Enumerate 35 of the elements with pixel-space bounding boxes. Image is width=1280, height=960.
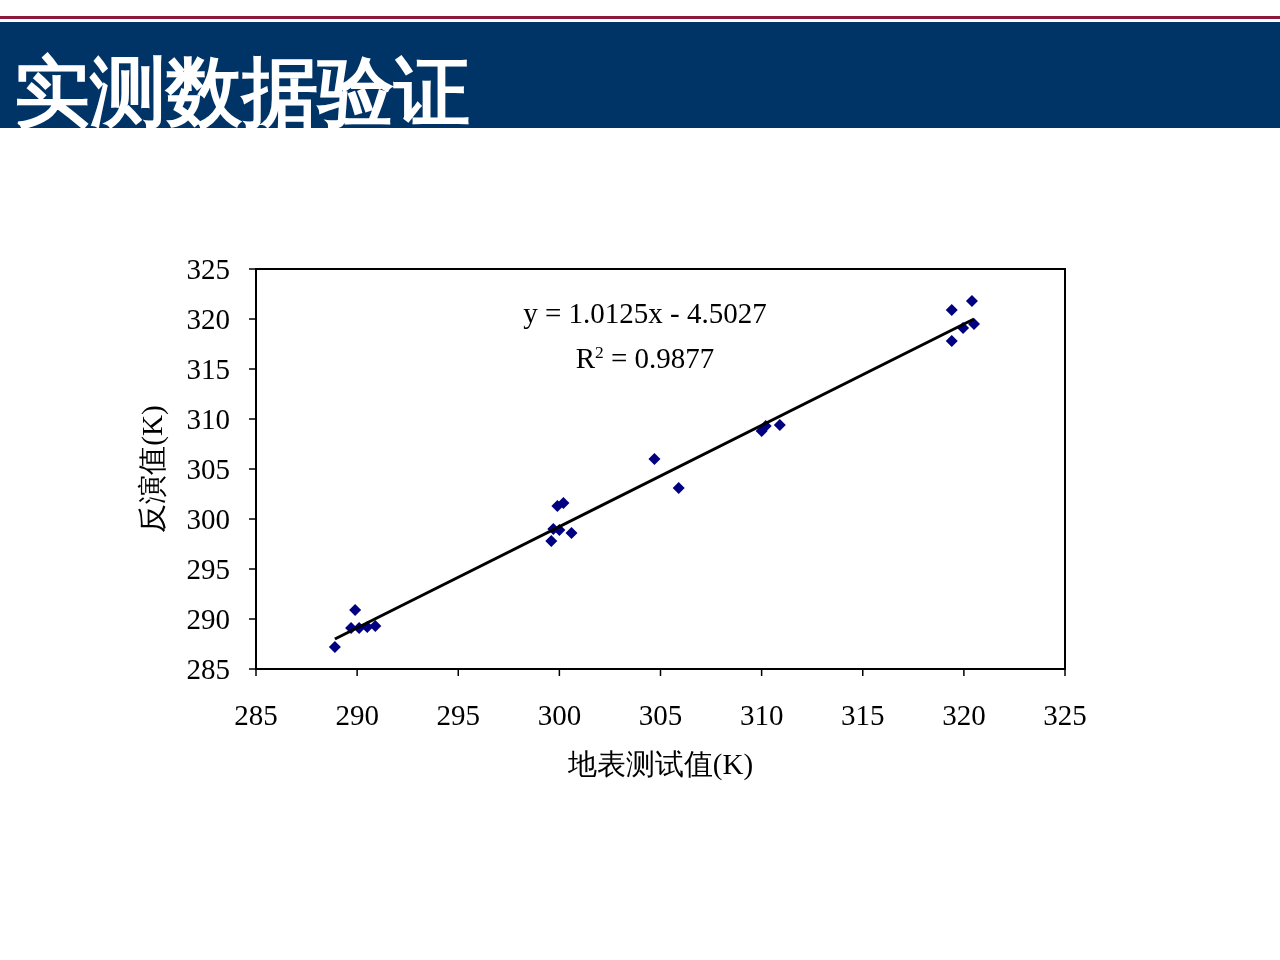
x-tick-label: 285 bbox=[234, 699, 278, 731]
point bbox=[369, 620, 382, 632]
x-tick-label: 310 bbox=[739, 699, 784, 731]
point bbox=[349, 604, 362, 616]
x-tick-label: 295 bbox=[436, 699, 480, 731]
y-tick-label: 295 bbox=[186, 553, 230, 585]
point bbox=[557, 497, 570, 509]
point bbox=[565, 527, 578, 539]
y-tick-label: 290 bbox=[186, 603, 230, 635]
point bbox=[672, 482, 685, 494]
annotation: R$^{2}$ = 0.9877 bbox=[575, 342, 715, 374]
y-tick-label: 285 bbox=[186, 653, 230, 685]
point bbox=[648, 453, 661, 465]
point bbox=[945, 304, 958, 316]
point bbox=[965, 295, 978, 307]
point bbox=[328, 641, 341, 653]
y-tick-label: 300 bbox=[186, 503, 230, 535]
chart-title: 实测数据验证 bbox=[14, 47, 470, 136]
point bbox=[945, 335, 958, 347]
y-tick-label: 305 bbox=[186, 453, 230, 485]
y-tick-label: 325 bbox=[186, 253, 230, 285]
x-tick-label: 305 bbox=[638, 699, 683, 731]
x-tick-label: 300 bbox=[537, 699, 582, 731]
x-axis-title: 地表测试值(K) bbox=[566, 748, 754, 781]
y-tick-label: 315 bbox=[186, 353, 230, 385]
point bbox=[545, 535, 558, 547]
annotation: y = 1.0125x - 4.5027 bbox=[523, 297, 767, 329]
y-tick-label: 320 bbox=[186, 303, 230, 335]
y-axis-title: 反演值(K) bbox=[136, 405, 169, 533]
x-tick-label: 290 bbox=[335, 699, 379, 731]
x-tick-label: 325 bbox=[1043, 699, 1087, 731]
y-tick-label: 310 bbox=[186, 403, 230, 435]
x-tick-label: 320 bbox=[942, 699, 986, 731]
x-tick-label: 315 bbox=[841, 699, 885, 731]
point bbox=[773, 419, 786, 431]
